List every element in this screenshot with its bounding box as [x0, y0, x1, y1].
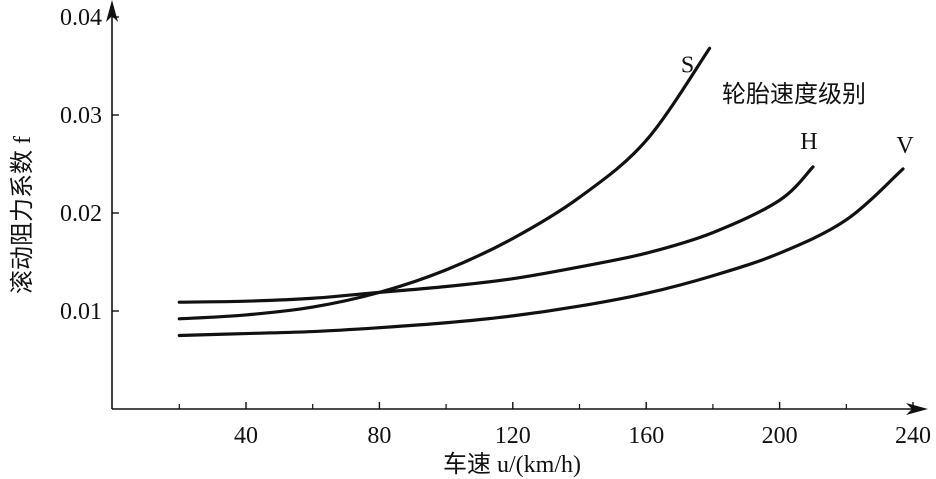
y-tick-label: 0.01	[60, 299, 102, 325]
y-tick-label: 0.03	[60, 103, 102, 129]
x-tick-label: 240	[895, 423, 931, 449]
y-axis-label: 滚动阻力系数 f	[9, 136, 36, 294]
y-tick-label: 0.04	[60, 5, 102, 31]
x-axis-arrow	[906, 403, 928, 415]
x-tick-label: 80	[367, 423, 391, 449]
axes	[106, 0, 928, 415]
series-line-H	[177, 165, 815, 304]
legend-title: 轮胎速度级别	[722, 81, 866, 108]
x-axis-label: 车速 u/(km/h)	[443, 451, 581, 478]
series-label-V: V	[896, 133, 914, 159]
x-tick-label: 40	[234, 423, 258, 449]
series-line-S	[177, 46, 712, 321]
x-tick-label: 120	[495, 423, 531, 449]
y-tick-label: 0.02	[60, 201, 102, 227]
series-line-V	[177, 167, 905, 338]
series-label-S: S	[681, 52, 694, 78]
x-tick-label: 200	[762, 423, 798, 449]
x-tick-label: 160	[628, 423, 664, 449]
series-label-H: H	[800, 129, 817, 155]
